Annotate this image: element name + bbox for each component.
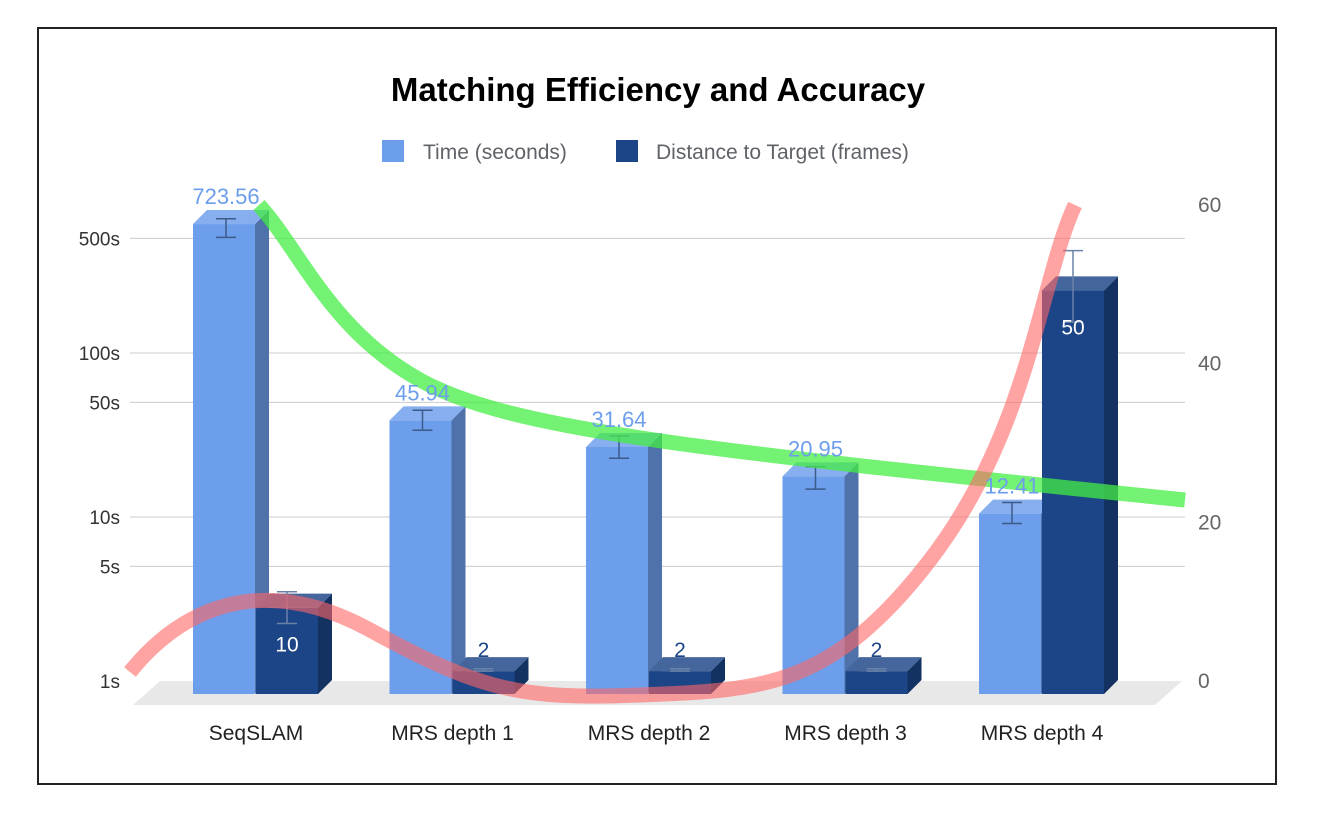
data-labels: 723.56 10 SeqSLAM 45.94 2 MRS depth 1 31.64 2 MR…	[192, 184, 1103, 745]
legend-swatch-time	[382, 140, 404, 162]
trendline-time	[253, 199, 1186, 508]
bar-time-3-side	[844, 462, 859, 694]
category-label: MRS depth 4	[981, 722, 1104, 745]
bar-distance-4-top	[1042, 276, 1118, 291]
errorbar-distance-4	[1063, 249, 1083, 323]
left-tick-label: 10s	[89, 508, 120, 529]
bar-time-2	[586, 432, 662, 694]
data-label-distance: 2	[674, 639, 686, 662]
errorbar-time-1	[412, 409, 433, 432]
left-tick-label: 50s	[89, 393, 120, 414]
data-label-time: 20.95	[788, 436, 843, 461]
bar-time-2-side	[648, 432, 662, 694]
left-tick-label: 100s	[79, 344, 120, 365]
chart-title: Matching Efficiency and Accuracy	[391, 71, 926, 108]
bar-distance-3-front	[845, 671, 908, 694]
legend-label-time: Time (seconds)	[423, 141, 567, 164]
legend-swatch-distance	[616, 140, 638, 162]
category-label: MRS depth 3	[784, 722, 907, 745]
bars	[193, 210, 1118, 694]
bar-time-1-side	[451, 406, 466, 694]
left-tick-label: 1s	[100, 672, 120, 693]
category-label: MRS depth 1	[391, 722, 514, 745]
data-label-distance: 50	[1061, 316, 1084, 339]
data-label-time: 45.94	[395, 380, 450, 405]
errorbar-distance-1	[473, 668, 494, 672]
right-tick-label: 40	[1198, 353, 1221, 376]
category-label: SeqSLAM	[209, 722, 304, 745]
data-label-distance: 10	[275, 634, 298, 657]
legend-label-distance: Distance to Target (frames)	[656, 141, 909, 164]
trendlines	[124, 199, 1186, 704]
left-tick-label: 500s	[79, 229, 120, 250]
bar-distance-1-top	[452, 657, 529, 672]
bar-time-0-side	[255, 210, 269, 694]
errorbar-distance-2	[670, 668, 690, 672]
right-tick-label: 60	[1198, 194, 1221, 217]
bar-time-0-front	[193, 224, 255, 694]
trendline-distance	[124, 201, 1082, 704]
right-tick-label: 0	[1198, 670, 1210, 693]
category-label: MRS depth 2	[588, 722, 711, 745]
bar-time-2-front	[586, 446, 648, 694]
right-tick-label: 20	[1198, 511, 1221, 534]
bar-time-0-top	[193, 210, 269, 225]
data-label-time: 31.64	[591, 407, 646, 432]
errorbar-time-0	[216, 217, 236, 239]
data-label-time: 12.41	[984, 474, 1039, 499]
data-label-distance: 2	[871, 639, 883, 662]
bar-distance-3-top	[845, 657, 922, 672]
errorbar-distance-3	[866, 668, 887, 672]
bar-distance-3	[845, 657, 922, 694]
left-tick-label: 5s	[100, 557, 120, 578]
axes: 1s 5s 10s 50s 100s 500s 0 20 40 60	[79, 194, 1222, 693]
legend: Time (seconds) Distance to Target (frame…	[382, 140, 909, 164]
bar-time-4-top	[979, 499, 1055, 514]
bar-time-4-front	[979, 513, 1041, 694]
errorbar-time-4	[1002, 501, 1022, 525]
data-label-time: 723.56	[192, 184, 259, 209]
bar-time-1-top	[389, 406, 466, 421]
data-label-distance: 2	[478, 639, 490, 662]
bar-distance-3-side	[907, 657, 922, 694]
bar-distance-2-top	[649, 657, 725, 672]
